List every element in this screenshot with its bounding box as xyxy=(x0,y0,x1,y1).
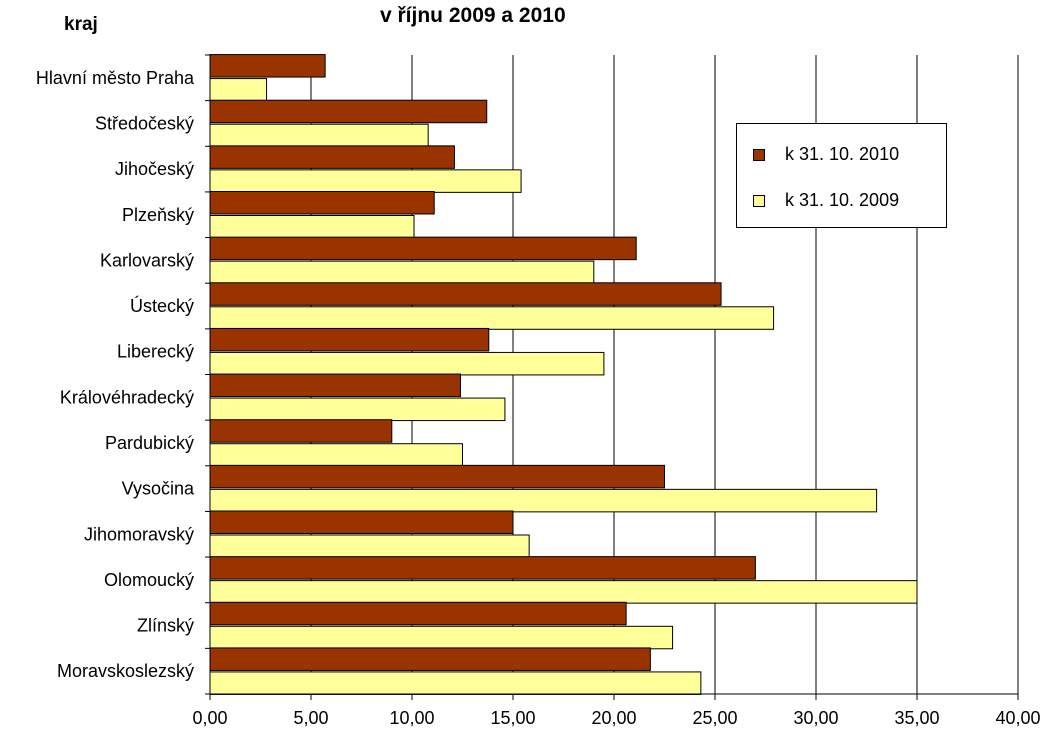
category-label: Zlínský xyxy=(137,616,194,636)
bar-2010 xyxy=(209,419,393,443)
legend-label-2010: k 31. 10. 2010 xyxy=(785,144,900,164)
legend-swatch-2010 xyxy=(753,148,765,161)
bar-2010 xyxy=(209,54,326,78)
category-label: Hlavní město Praha xyxy=(36,68,195,88)
bar-2009 xyxy=(209,580,918,604)
bar-2010 xyxy=(209,282,722,306)
bar-2009 xyxy=(209,215,415,239)
legend-swatch-2009 xyxy=(753,194,765,207)
legend-item-2009: k 31. 10. 2009 xyxy=(753,190,899,211)
bar-2009 xyxy=(209,443,463,467)
category-label: Moravskoslezský xyxy=(57,661,194,681)
category-label: Jihomoravský xyxy=(84,524,194,544)
category-label: Vysočina xyxy=(122,479,195,499)
bar-2010 xyxy=(209,510,514,534)
bar-2009 xyxy=(209,78,268,102)
x-tick-label: 5,00 xyxy=(293,708,328,728)
bar-2009 xyxy=(209,488,878,513)
bar-2009 xyxy=(209,169,522,193)
legend-label-2009: k 31. 10. 2009 xyxy=(785,190,900,210)
x-tick-label: 30,00 xyxy=(793,708,838,728)
x-tick-label: 35,00 xyxy=(894,708,939,728)
bar-2010 xyxy=(209,236,637,261)
legend-item-2010: k 31. 10. 2010 xyxy=(753,144,899,165)
bar-2010 xyxy=(209,556,756,580)
bar-2009 xyxy=(209,351,605,376)
category-label: Pardubický xyxy=(105,433,194,453)
category-label: Liberecký xyxy=(117,342,194,362)
bar-2010 xyxy=(209,601,627,626)
x-tick-label: 25,00 xyxy=(692,708,737,728)
bar-2010 xyxy=(209,327,490,352)
category-label: Královéhradecký xyxy=(60,387,194,407)
bar-2009 xyxy=(209,534,530,558)
y-axis-label: kraj xyxy=(64,14,98,35)
category-label: Jihočeský xyxy=(115,159,194,179)
category-label: Středočeský xyxy=(95,113,194,133)
category-label: Karlovarský xyxy=(100,250,194,270)
bar-2009 xyxy=(209,397,506,422)
bar-2009 xyxy=(209,625,674,650)
x-tick-label: 0,00 xyxy=(192,708,227,728)
legend: k 31. 10. 2010 k 31. 10. 2009 xyxy=(736,123,947,228)
bar-2009 xyxy=(209,671,702,695)
category-label: Olomoucký xyxy=(104,570,194,590)
bar-2009 xyxy=(209,123,429,148)
bar-2010 xyxy=(209,464,665,489)
category-label: Ústecký xyxy=(130,295,194,316)
bar-2010 xyxy=(209,647,651,671)
bar-2010 xyxy=(209,145,455,169)
x-tick-label: 10,00 xyxy=(389,708,434,728)
bar-2009 xyxy=(209,306,775,330)
x-tick-label: 20,00 xyxy=(591,708,636,728)
category-label: Plzeňský xyxy=(122,205,194,225)
bar-2010 xyxy=(209,99,488,124)
bar-2010 xyxy=(209,373,461,398)
chart-title: v říjnu 2009 a 2010 xyxy=(380,4,566,27)
x-tick-label: 15,00 xyxy=(490,708,535,728)
bar-2009 xyxy=(209,260,595,285)
x-tick-label: 40,00 xyxy=(995,708,1040,728)
bar-2010 xyxy=(209,191,435,215)
